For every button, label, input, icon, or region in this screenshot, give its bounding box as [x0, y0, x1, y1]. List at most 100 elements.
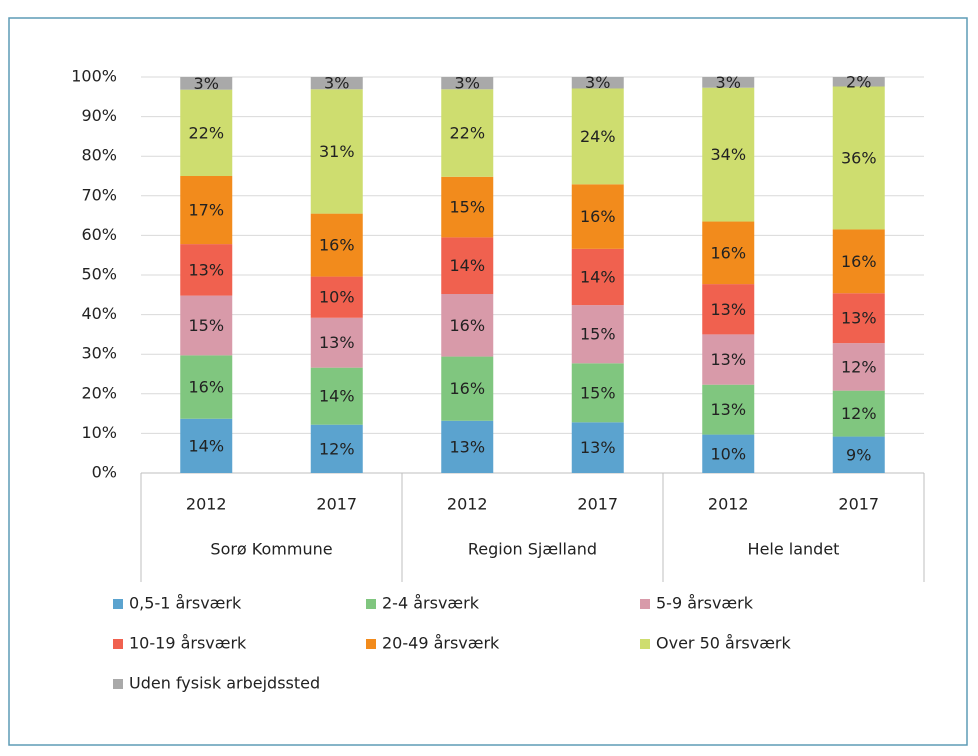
data-label: 16% [449, 316, 485, 335]
data-label: 13% [710, 300, 746, 319]
legend-swatch [113, 639, 123, 649]
data-label: 22% [188, 123, 224, 142]
bar-segment [571, 305, 624, 364]
data-label: 9% [846, 445, 871, 464]
group-label: Hele landet [748, 540, 840, 559]
bar-segment [180, 355, 233, 419]
data-label: 15% [449, 198, 485, 217]
data-label: 13% [841, 309, 877, 328]
data-label: 16% [710, 243, 746, 262]
bar-segment [441, 420, 494, 473]
data-label: 10% [319, 288, 355, 307]
data-label: 13% [449, 437, 485, 456]
bar-segment [441, 176, 494, 238]
y-tick-label: 20% [81, 383, 117, 402]
data-label: 13% [319, 333, 355, 352]
bar-segment [441, 77, 494, 90]
legend-label: 5-9 årsværk [656, 594, 754, 613]
data-label: 15% [580, 383, 616, 402]
bar-segment [180, 89, 233, 176]
y-tick-label: 90% [81, 106, 117, 125]
bar-segment [832, 86, 885, 230]
bar-segment [180, 295, 233, 356]
bar-segment [571, 88, 624, 185]
bar-segment [832, 436, 885, 473]
data-label: 31% [319, 142, 355, 161]
legend-label: 0,5-1 årsværk [129, 594, 242, 613]
legend-label: 20-49 årsværk [382, 634, 500, 653]
bar-segment [441, 294, 494, 357]
data-label: 13% [580, 438, 616, 457]
x-tick-label: 2012 [708, 495, 749, 514]
data-label: 36% [841, 148, 877, 167]
bar-segment [310, 317, 363, 368]
group-label: Sorø Kommune [210, 540, 332, 559]
legend-label: 10-19 årsværk [129, 634, 247, 653]
data-label: 16% [841, 252, 877, 271]
data-label: 14% [319, 387, 355, 406]
legend-swatch [113, 679, 123, 689]
bar-segment [702, 384, 755, 435]
y-tick-label: 30% [81, 344, 117, 363]
data-label: 15% [580, 325, 616, 344]
data-label: 3% [324, 74, 349, 93]
data-label: 3% [585, 73, 610, 92]
x-tick-label: 2017 [316, 495, 357, 514]
y-tick-label: 60% [81, 225, 117, 244]
data-label: 16% [319, 236, 355, 255]
bar-segment [571, 248, 624, 306]
bar-segment [180, 176, 233, 245]
y-tick-label: 50% [81, 265, 117, 284]
bar-segment [310, 77, 363, 90]
legend-swatch [366, 639, 376, 649]
bar-segment [832, 343, 885, 391]
data-label: 12% [841, 404, 877, 423]
bar-segment [702, 87, 755, 222]
bar-segment [832, 77, 885, 87]
data-label: 24% [580, 127, 616, 146]
data-label: 14% [449, 256, 485, 275]
data-label: 22% [449, 124, 485, 143]
bar-segment [441, 89, 494, 177]
bar-segment [310, 89, 363, 214]
data-label: 34% [710, 145, 746, 164]
bar-segment [702, 284, 755, 335]
data-label: 16% [188, 378, 224, 397]
bar-segment [310, 213, 363, 277]
bar-segment [441, 237, 494, 295]
data-label: 16% [449, 379, 485, 398]
data-label: 14% [188, 436, 224, 455]
bar-segment [180, 418, 233, 473]
bar-segment [571, 77, 624, 89]
bar-segment [702, 434, 755, 473]
x-tick-label: 2012 [447, 495, 488, 514]
bar-segment [310, 424, 363, 473]
bar-segment [571, 363, 624, 423]
data-label: 12% [319, 439, 355, 458]
legend-label: 2-4 årsværk [382, 594, 480, 613]
y-tick-label: 40% [81, 304, 117, 323]
x-tick-label: 2012 [186, 495, 227, 514]
data-label: 10% [710, 444, 746, 463]
x-tick-label: 2017 [577, 495, 618, 514]
y-tick-label: 70% [81, 185, 117, 204]
data-label: 13% [710, 350, 746, 369]
legend-swatch [640, 599, 650, 609]
group-label: Region Sjælland [468, 540, 597, 559]
legend-swatch [113, 599, 123, 609]
bar-segment [832, 390, 885, 437]
bar-segment [180, 77, 233, 90]
data-label: 3% [716, 73, 741, 92]
y-tick-label: 10% [81, 423, 117, 442]
bar-segment [180, 244, 233, 296]
y-tick-label: 100% [71, 67, 117, 86]
y-tick-label: 0% [92, 463, 117, 482]
data-label: 13% [710, 400, 746, 419]
legend-swatch [366, 599, 376, 609]
legend-label: Over 50 årsværk [656, 634, 791, 653]
bar-segment [702, 77, 755, 88]
bar-segment [832, 229, 885, 294]
data-label: 3% [194, 74, 219, 93]
bar-segment [832, 293, 885, 344]
